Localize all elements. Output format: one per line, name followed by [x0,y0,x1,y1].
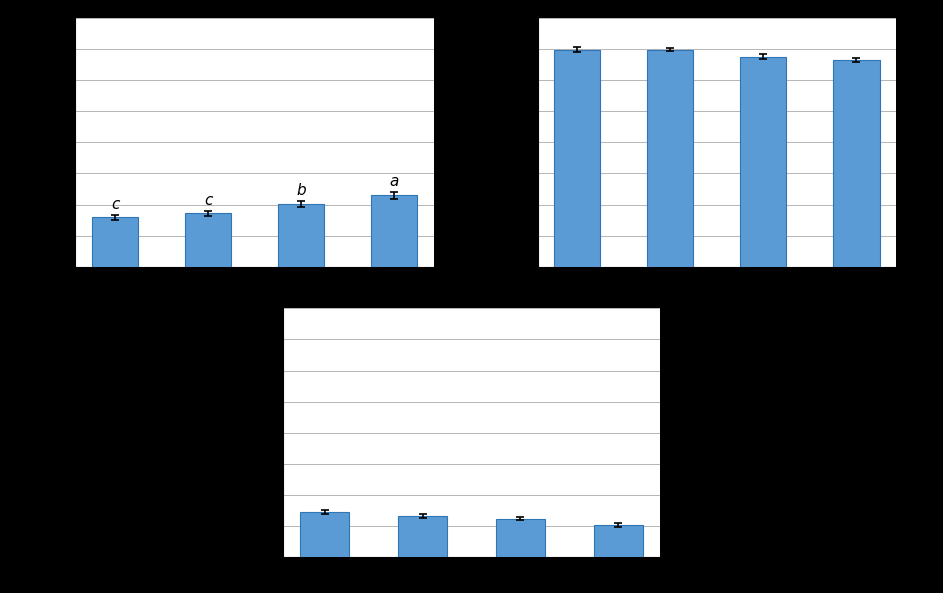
Text: c: c [111,197,119,212]
Bar [496,518,545,557]
Y-axis label: Membrana integra (%): Membrana integra (%) [32,56,47,229]
Y-axis label: Membrana lesada (%): Membrana lesada (%) [494,58,509,227]
Text: b: b [296,183,306,198]
Bar [740,57,786,267]
Bar [554,50,601,267]
Bar [300,512,349,557]
Bar [833,60,880,267]
Bar [185,213,231,267]
Bar [594,525,643,557]
Bar [371,195,418,267]
Bar [647,50,693,267]
Text: c: c [204,193,212,208]
Bar [91,217,139,267]
Y-axis label: Membrana semi-lesada
(%): Membrana semi-lesada (%) [223,343,255,522]
Text: a: a [389,174,399,189]
Bar [278,204,324,267]
Bar [398,517,447,557]
